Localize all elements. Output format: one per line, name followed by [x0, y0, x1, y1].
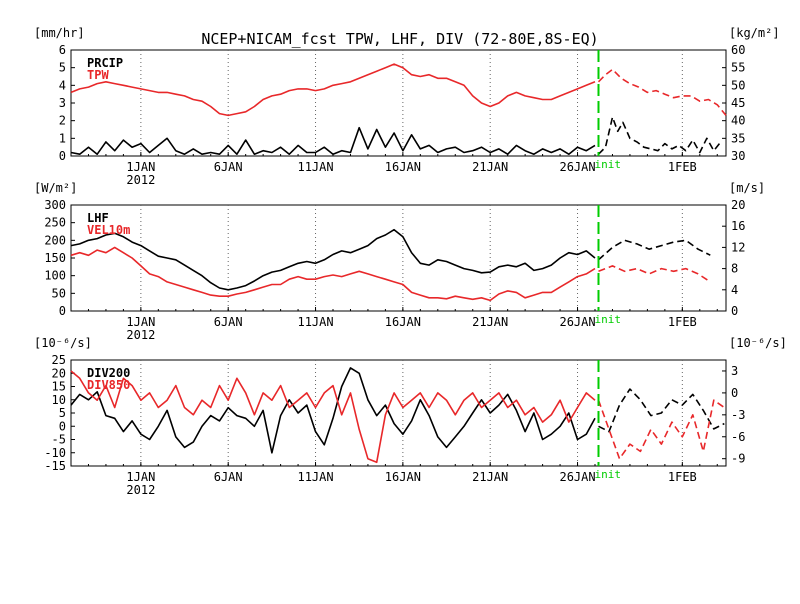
legend-prcip: PRCIP — [87, 56, 123, 70]
y-right-tick-label: 16 — [731, 219, 745, 233]
legend-vel10m: VEL10m — [87, 223, 130, 237]
y-right-tick-label: 20 — [731, 198, 745, 212]
x-tick-label: 11JAN — [297, 315, 333, 329]
x-tick-label: 11JAN — [297, 470, 333, 484]
y-right-tick-label: 50 — [731, 78, 745, 92]
series-vel10m-analysis — [70, 246, 596, 302]
y-right-tick-label: 8 — [731, 262, 738, 276]
y-left-tick-label: 2 — [59, 114, 66, 128]
y-right-tick-label: 0 — [731, 304, 738, 318]
y-right-unit: [m/s] — [729, 181, 765, 195]
series-lhf-analysis — [70, 228, 596, 291]
x-tick-label: 6JAN — [214, 470, 243, 484]
init-label: init — [594, 468, 621, 481]
y-left-unit: [mm/hr] — [34, 26, 85, 40]
y-left-tick-label: 5 — [59, 406, 66, 420]
x-year-label: 2012 — [126, 328, 155, 342]
x-tick-label: 21JAN — [472, 470, 508, 484]
y-left-tick-label: 100 — [44, 269, 66, 283]
series-div200-analysis — [70, 367, 596, 454]
series-lhf-forecast — [597, 239, 711, 261]
legend-tpw: TPW — [87, 68, 109, 82]
series-prcip-analysis — [70, 126, 596, 155]
y-left-unit: [10⁻⁶/s] — [34, 336, 92, 350]
chart-title: NCEP+NICAM_fcst TPW, LHF, DIV (72-80E,8S… — [201, 30, 598, 48]
y-left-tick-label: 20 — [52, 366, 66, 380]
y-right-tick-label: 60 — [731, 43, 745, 57]
y-left-tick-label: 0 — [59, 419, 66, 433]
init-label: init — [594, 158, 621, 171]
y-right-tick-label: 12 — [731, 240, 745, 254]
y-right-tick-label: 4 — [731, 283, 738, 297]
y-left-tick-label: 6 — [59, 43, 66, 57]
series-tpw-forecast — [597, 68, 727, 116]
y-right-tick-label: 45 — [731, 96, 745, 110]
y-left-tick-label: 50 — [52, 286, 66, 300]
legend-lhf: LHF — [87, 211, 109, 225]
x-tick-label: 21JAN — [472, 315, 508, 329]
plot-frame — [70, 359, 727, 467]
y-right-tick-label: -9 — [731, 452, 745, 466]
series-prcip-forecast — [597, 116, 722, 155]
x-tick-label: 16JAN — [385, 470, 421, 484]
y-left-tick-label: 300 — [44, 198, 66, 212]
series-div850-analysis — [70, 370, 596, 464]
series-div200-forecast — [598, 388, 725, 433]
y-left-tick-label: -5 — [52, 433, 66, 447]
y-left-tick-label: 0 — [59, 304, 66, 318]
x-tick-label: 6JAN — [214, 160, 243, 174]
y-right-tick-label: 40 — [731, 114, 745, 128]
y-left-tick-label: 5 — [59, 61, 66, 75]
series-vel10m-forecast — [598, 265, 711, 283]
x-tick-label: 21JAN — [472, 160, 508, 174]
x-year-label: 2012 — [126, 173, 155, 187]
legend-div850: DIV850 — [87, 378, 130, 392]
x-tick-label: 11JAN — [297, 160, 333, 174]
x-tick-label: 16JAN — [385, 315, 421, 329]
y-left-tick-label: 15 — [52, 380, 66, 394]
x-tick-label: 6JAN — [214, 315, 243, 329]
y-left-tick-label: 1 — [59, 131, 66, 145]
x-tick-label: 1FEB — [668, 160, 697, 174]
y-left-tick-label: 250 — [44, 216, 66, 230]
x-tick-label: 1FEB — [668, 470, 697, 484]
y-right-tick-label: -3 — [731, 408, 745, 422]
y-right-tick-label: 55 — [731, 61, 745, 75]
x-tick-label: 26JAN — [559, 160, 595, 174]
x-tick-label: 26JAN — [559, 315, 595, 329]
y-left-tick-label: -15 — [44, 459, 66, 473]
y-left-tick-label: 0 — [59, 149, 66, 163]
x-tick-label: 1FEB — [668, 315, 697, 329]
panel-div: 1JAN 6JAN 11JAN 16JAN 21JAN 26JAN 1FEB2012-15-… — [34, 336, 787, 497]
y-left-tick-label: 10 — [52, 393, 66, 407]
x-tick-label: 1JAN — [126, 470, 155, 484]
panel-lhf_vel: 1JAN 6JAN 11JAN 16JAN 21JAN 26JAN 1FEB20120501… — [34, 181, 765, 342]
y-left-tick-label: 3 — [59, 96, 66, 110]
y-left-tick-label: -10 — [44, 446, 66, 460]
legend-div200: DIV200 — [87, 366, 130, 380]
y-right-unit: [10⁻⁶/s] — [729, 336, 787, 350]
y-left-unit: [W/m²] — [34, 181, 77, 195]
y-left-tick-label: 150 — [44, 251, 66, 265]
y-right-tick-label: 0 — [731, 386, 738, 400]
x-tick-label: 16JAN — [385, 160, 421, 174]
series-div850-forecast — [597, 399, 725, 460]
x-tick-label: 1JAN — [126, 160, 155, 174]
y-right-tick-label: 35 — [731, 131, 745, 145]
y-right-unit: [kg/m²] — [729, 26, 780, 40]
panel-precip_tpw: 1JAN 6JAN 11JAN 16JAN 21JAN 26JAN 1FEB20120123… — [34, 26, 780, 187]
y-right-tick-label: -6 — [731, 430, 745, 444]
y-left-tick-label: 25 — [52, 353, 66, 367]
y-right-tick-label: 30 — [731, 149, 745, 163]
x-tick-label: 26JAN — [559, 470, 595, 484]
y-right-tick-label: 3 — [731, 364, 738, 378]
init-label: init — [594, 313, 621, 326]
x-year-label: 2012 — [126, 483, 155, 497]
x-tick-label: 1JAN — [126, 315, 155, 329]
series-tpw-analysis — [70, 63, 596, 117]
y-left-tick-label: 200 — [44, 233, 66, 247]
y-left-tick-label: 4 — [59, 78, 66, 92]
